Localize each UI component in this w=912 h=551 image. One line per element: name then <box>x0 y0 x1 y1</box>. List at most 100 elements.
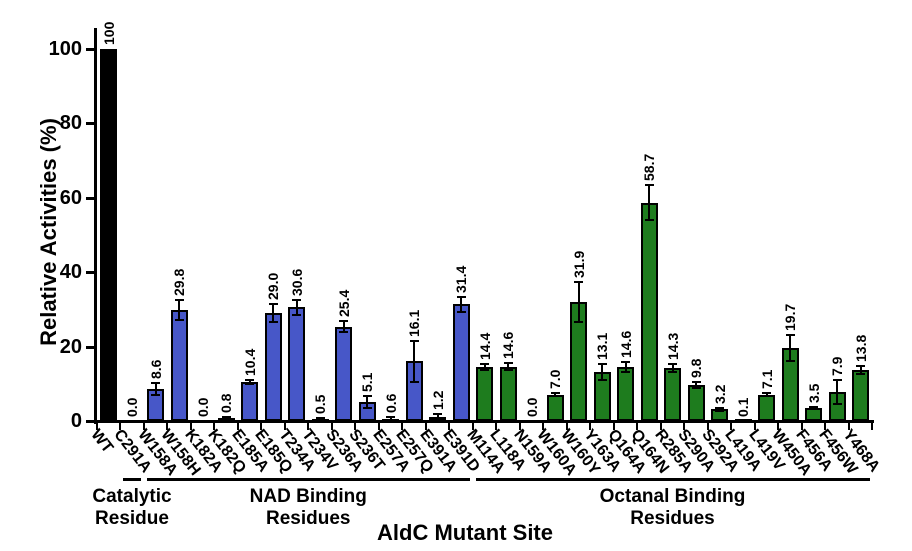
x-tick <box>189 422 192 430</box>
bar-R285A <box>664 367 681 421</box>
x-tick <box>283 422 286 430</box>
error-bar-line-E391D <box>460 296 462 312</box>
bar-E391D <box>452 304 470 421</box>
x-tick <box>612 422 615 430</box>
x-tick <box>542 422 545 430</box>
bar-Q164N <box>640 202 658 421</box>
error-bar-cap-bottom-Q164N <box>644 219 654 222</box>
bar-W160A <box>546 394 564 421</box>
bar-W158H <box>170 310 188 421</box>
error-bar-cap-bottom-T234V <box>315 418 325 421</box>
error-bar-line-K182Q <box>225 416 227 420</box>
error-bar-cap-top-F456A <box>809 405 818 408</box>
error-bar-cap-bottom-L419V <box>762 395 771 398</box>
x-tick <box>730 422 733 430</box>
x-tick <box>683 422 686 430</box>
error-bar-line-F456W <box>836 379 838 404</box>
group-label-line: Octanal Binding <box>599 486 746 507</box>
error-bar-cap-top-Q164N <box>644 184 654 187</box>
x-tick <box>401 422 404 430</box>
x-tick <box>589 422 592 430</box>
error-bar-cap-bottom-S236T <box>362 406 372 409</box>
error-bar-line-W160A <box>554 393 556 397</box>
x-tick <box>636 422 639 430</box>
group-label-line: Residues <box>630 508 715 529</box>
x-tick <box>142 422 145 430</box>
error-bar-cap-bottom-W160A <box>550 395 560 398</box>
value-label-W158A: 8.6 <box>147 359 164 380</box>
error-bar-cap-top-E391A <box>433 412 442 415</box>
group-underline-catalytic <box>123 478 141 481</box>
x-tick <box>495 422 498 430</box>
error-bar-cap-top-K182Q <box>221 415 231 418</box>
value-label-F456A: 3.5 <box>805 383 822 403</box>
error-bar-cap-bottom-T234A <box>292 313 301 316</box>
value-label-T234A: 30.6 <box>288 268 305 296</box>
x-tick-label-WT: WT <box>86 426 116 457</box>
value-label-S292A: 3.2 <box>711 384 728 404</box>
error-bar-line-W158H <box>178 300 180 321</box>
bar-Y468A <box>852 369 869 421</box>
error-bar-cap-top-Q164A <box>621 360 630 363</box>
error-bar-cap-bottom-L118A <box>503 369 513 372</box>
x-tick <box>659 422 662 430</box>
error-bar-cap-bottom-S292A <box>715 409 724 412</box>
error-bar-cap-top-S236T <box>362 395 372 398</box>
error-bar-line-R285A <box>671 363 674 372</box>
bar-M114A <box>476 367 493 421</box>
group-label-nad: NAD Binding Residues <box>250 486 367 530</box>
y-tick <box>86 122 95 126</box>
error-bar-cap-top-W158H <box>174 299 184 302</box>
bar-L419V <box>758 394 775 421</box>
bar-S236A <box>335 326 352 421</box>
error-bar-line-T234A <box>295 299 298 315</box>
value-label-S290A: 9.8 <box>688 358 704 378</box>
error-bar-line-W450A <box>789 334 791 361</box>
error-bar-cap-bottom-W160Y <box>574 321 583 324</box>
error-bar-line-E185Q <box>272 303 274 323</box>
y-tick-label: 60 <box>59 186 82 209</box>
y-tick-label: 100 <box>48 38 82 60</box>
error-bar-cap-top-S292A <box>715 406 724 409</box>
error-bar-line-S290A <box>695 381 697 388</box>
error-bar-cap-top-L118A <box>503 362 513 365</box>
x-tick <box>95 422 98 430</box>
group-label-line: Residue <box>95 508 169 529</box>
error-bar-cap-top-Y468A <box>856 364 865 367</box>
error-bar-cap-bottom-S290A <box>691 386 701 389</box>
group-underline-nad <box>146 478 470 481</box>
x-tick <box>307 422 310 430</box>
x-tick <box>424 422 427 430</box>
error-bar-cap-bottom-E391D <box>456 310 466 313</box>
error-bar-line-E391A <box>436 413 439 420</box>
group-label-line: Residues <box>266 508 351 529</box>
error-bar-cap-top-W160Y <box>574 281 583 284</box>
error-bar-cap-top-E185A <box>245 379 254 382</box>
error-bar-line-L419V <box>765 393 768 397</box>
error-bar-cap-bottom-S236A <box>339 330 348 333</box>
value-label-E257Q: 16.1 <box>406 309 422 337</box>
value-label-E185A: 10.4 <box>241 349 258 377</box>
error-bar-cap-top-Y163A <box>597 363 607 366</box>
error-bar-cap-top-W450A <box>785 333 795 336</box>
error-bar-cap-top-W158A <box>151 382 160 385</box>
x-tick <box>824 422 827 430</box>
error-bar-line-F456A <box>812 406 815 410</box>
group-label-catalytic: Catalytic Residue <box>92 486 171 530</box>
value-label-C291A: 0.0 <box>124 397 140 417</box>
error-bar-line-E185A <box>248 380 251 385</box>
error-bar-line-W160Y <box>577 282 580 323</box>
error-bar-cap-top-E185Q <box>268 302 278 305</box>
bar-L419A <box>734 418 752 423</box>
error-bar-cap-bottom-W158H <box>174 319 184 322</box>
group-label-line: Catalytic <box>92 486 172 507</box>
value-label-S236T: 5.1 <box>359 372 375 393</box>
value-label-L118A: 14.6 <box>500 332 516 360</box>
x-tick <box>753 422 756 430</box>
error-bar-cap-bottom-M114A <box>480 369 489 372</box>
value-label-L419A: 0.1 <box>735 397 751 417</box>
value-label-E391A: 1.2 <box>429 390 446 410</box>
value-label-E391D: 31.4 <box>453 265 469 293</box>
y-tick <box>86 48 95 51</box>
